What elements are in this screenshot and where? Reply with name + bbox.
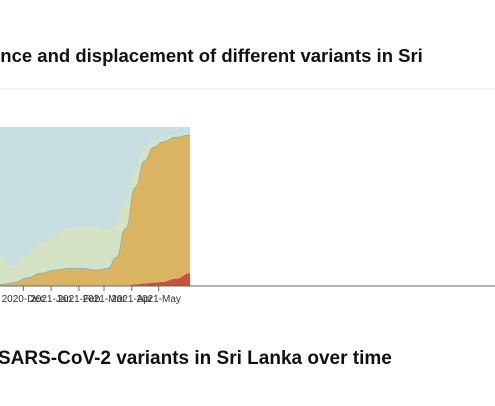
x-tick-label-2: 2021-Feb [57, 294, 100, 305]
area-series-0 [0, 273, 191, 286]
chart-caption: SARS-CoV-2 variants in Sri Lanka over ti… [0, 348, 392, 369]
x-tick-label-3: 2021-Mar [83, 294, 126, 305]
area-series-3 [0, 127, 191, 267]
x-tick-label-1: 2021-Jan [30, 294, 72, 305]
x-tick-label-4: 2021-Apr [111, 294, 153, 305]
x-tick-label-0: 2020-Dec [2, 294, 45, 305]
x-tick-label-5: 2021-May [136, 294, 180, 305]
area-series-group [0, 127, 191, 286]
area-series-2 [0, 133, 191, 285]
area-series-1 [0, 135, 191, 286]
alpha-area-label: 20I (Alpha, V1) [340, 248, 420, 262]
chart-title: ence and displacement of different varia… [0, 45, 423, 66]
x-axis-ticks: 2020-Dec2021-Jan2021-Feb2021-Mar2021-Apr… [2, 286, 181, 305]
alpha-boundary-line [0, 134, 191, 285]
